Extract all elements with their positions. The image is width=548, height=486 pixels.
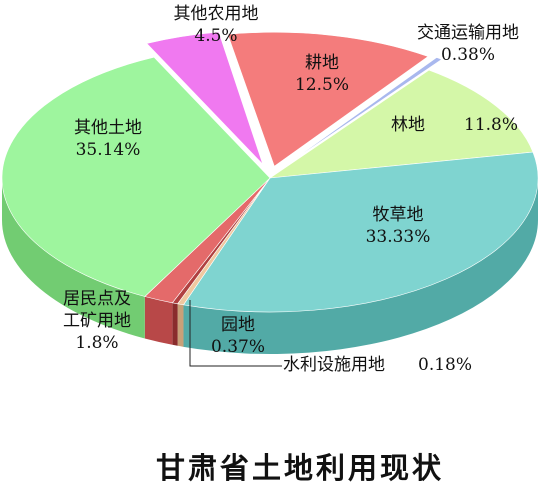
value-settlement: 1.8% (75, 333, 118, 353)
label-water: 水利设施用地 (283, 355, 385, 375)
value-transport: 0.38% (441, 45, 495, 65)
slice-side-settlement (144, 296, 173, 345)
value-other_agri: 4.5% (194, 26, 237, 46)
label-garden: 园地 (221, 315, 255, 335)
label-grassland: 牧草地 (373, 205, 424, 225)
value-forest: 11.8% (464, 115, 518, 135)
label-cultivated: 耕地 (305, 53, 339, 73)
label-settlement-line-1: 居民点及 (63, 289, 131, 309)
label-other_agri: 其他农用地 (174, 4, 259, 24)
slice-grassland (182, 151, 539, 313)
value-water: 0.18% (418, 355, 472, 375)
slice-transport (282, 57, 443, 168)
slice-other_land (1, 56, 271, 297)
slice-side-garden (177, 303, 184, 347)
slice-cultivated (227, 32, 429, 167)
leader-lines (189, 300, 282, 367)
label-other_land: 其他土地 (74, 118, 142, 138)
value-cultivated: 12.5% (295, 75, 349, 95)
chart-title: 甘肃省土地利用现状 (156, 451, 444, 485)
pie-slices (1, 31, 539, 313)
slice-other_agri (146, 31, 264, 165)
value-other_land: 35.14% (76, 140, 141, 160)
leader-line-water (189, 300, 282, 367)
label-settlement-line-2: 工矿用地 (63, 311, 131, 331)
slice-side-grassland (183, 178, 539, 354)
pie-side-walls (2, 178, 539, 354)
label-forest: 林地 (391, 115, 425, 135)
slice-side-water (172, 302, 178, 346)
label-transport: 交通运输用地 (417, 23, 519, 43)
value-garden: 0.37% (211, 337, 265, 357)
slice-side-other_land (2, 178, 145, 339)
value-grassland: 33.33% (366, 227, 431, 247)
slice-forest (269, 69, 534, 179)
